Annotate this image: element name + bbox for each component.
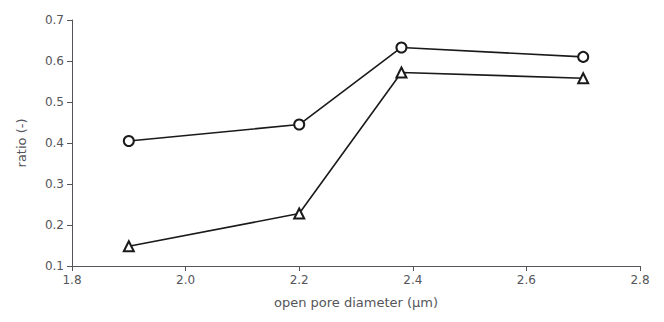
svg-text:0.2: 0.2 <box>45 218 64 232</box>
svg-text:0.7: 0.7 <box>45 13 64 27</box>
svg-text:2.8: 2.8 <box>630 273 649 287</box>
svg-text:0.1: 0.1 <box>45 259 64 273</box>
svg-text:2.4: 2.4 <box>403 273 422 287</box>
svg-text:2.6: 2.6 <box>517 273 536 287</box>
svg-text:1.8: 1.8 <box>62 273 81 287</box>
svg-text:0.3: 0.3 <box>45 177 64 191</box>
svg-text:0.4: 0.4 <box>45 136 64 150</box>
svg-text:0.5: 0.5 <box>45 95 64 109</box>
svg-text:open pore diameter (μm): open pore diameter (μm) <box>274 295 438 310</box>
svg-text:2.2: 2.2 <box>290 273 309 287</box>
svg-text:2.0: 2.0 <box>176 273 195 287</box>
svg-text:ratio (-): ratio (-) <box>14 119 29 168</box>
svg-text:0.6: 0.6 <box>45 54 64 68</box>
